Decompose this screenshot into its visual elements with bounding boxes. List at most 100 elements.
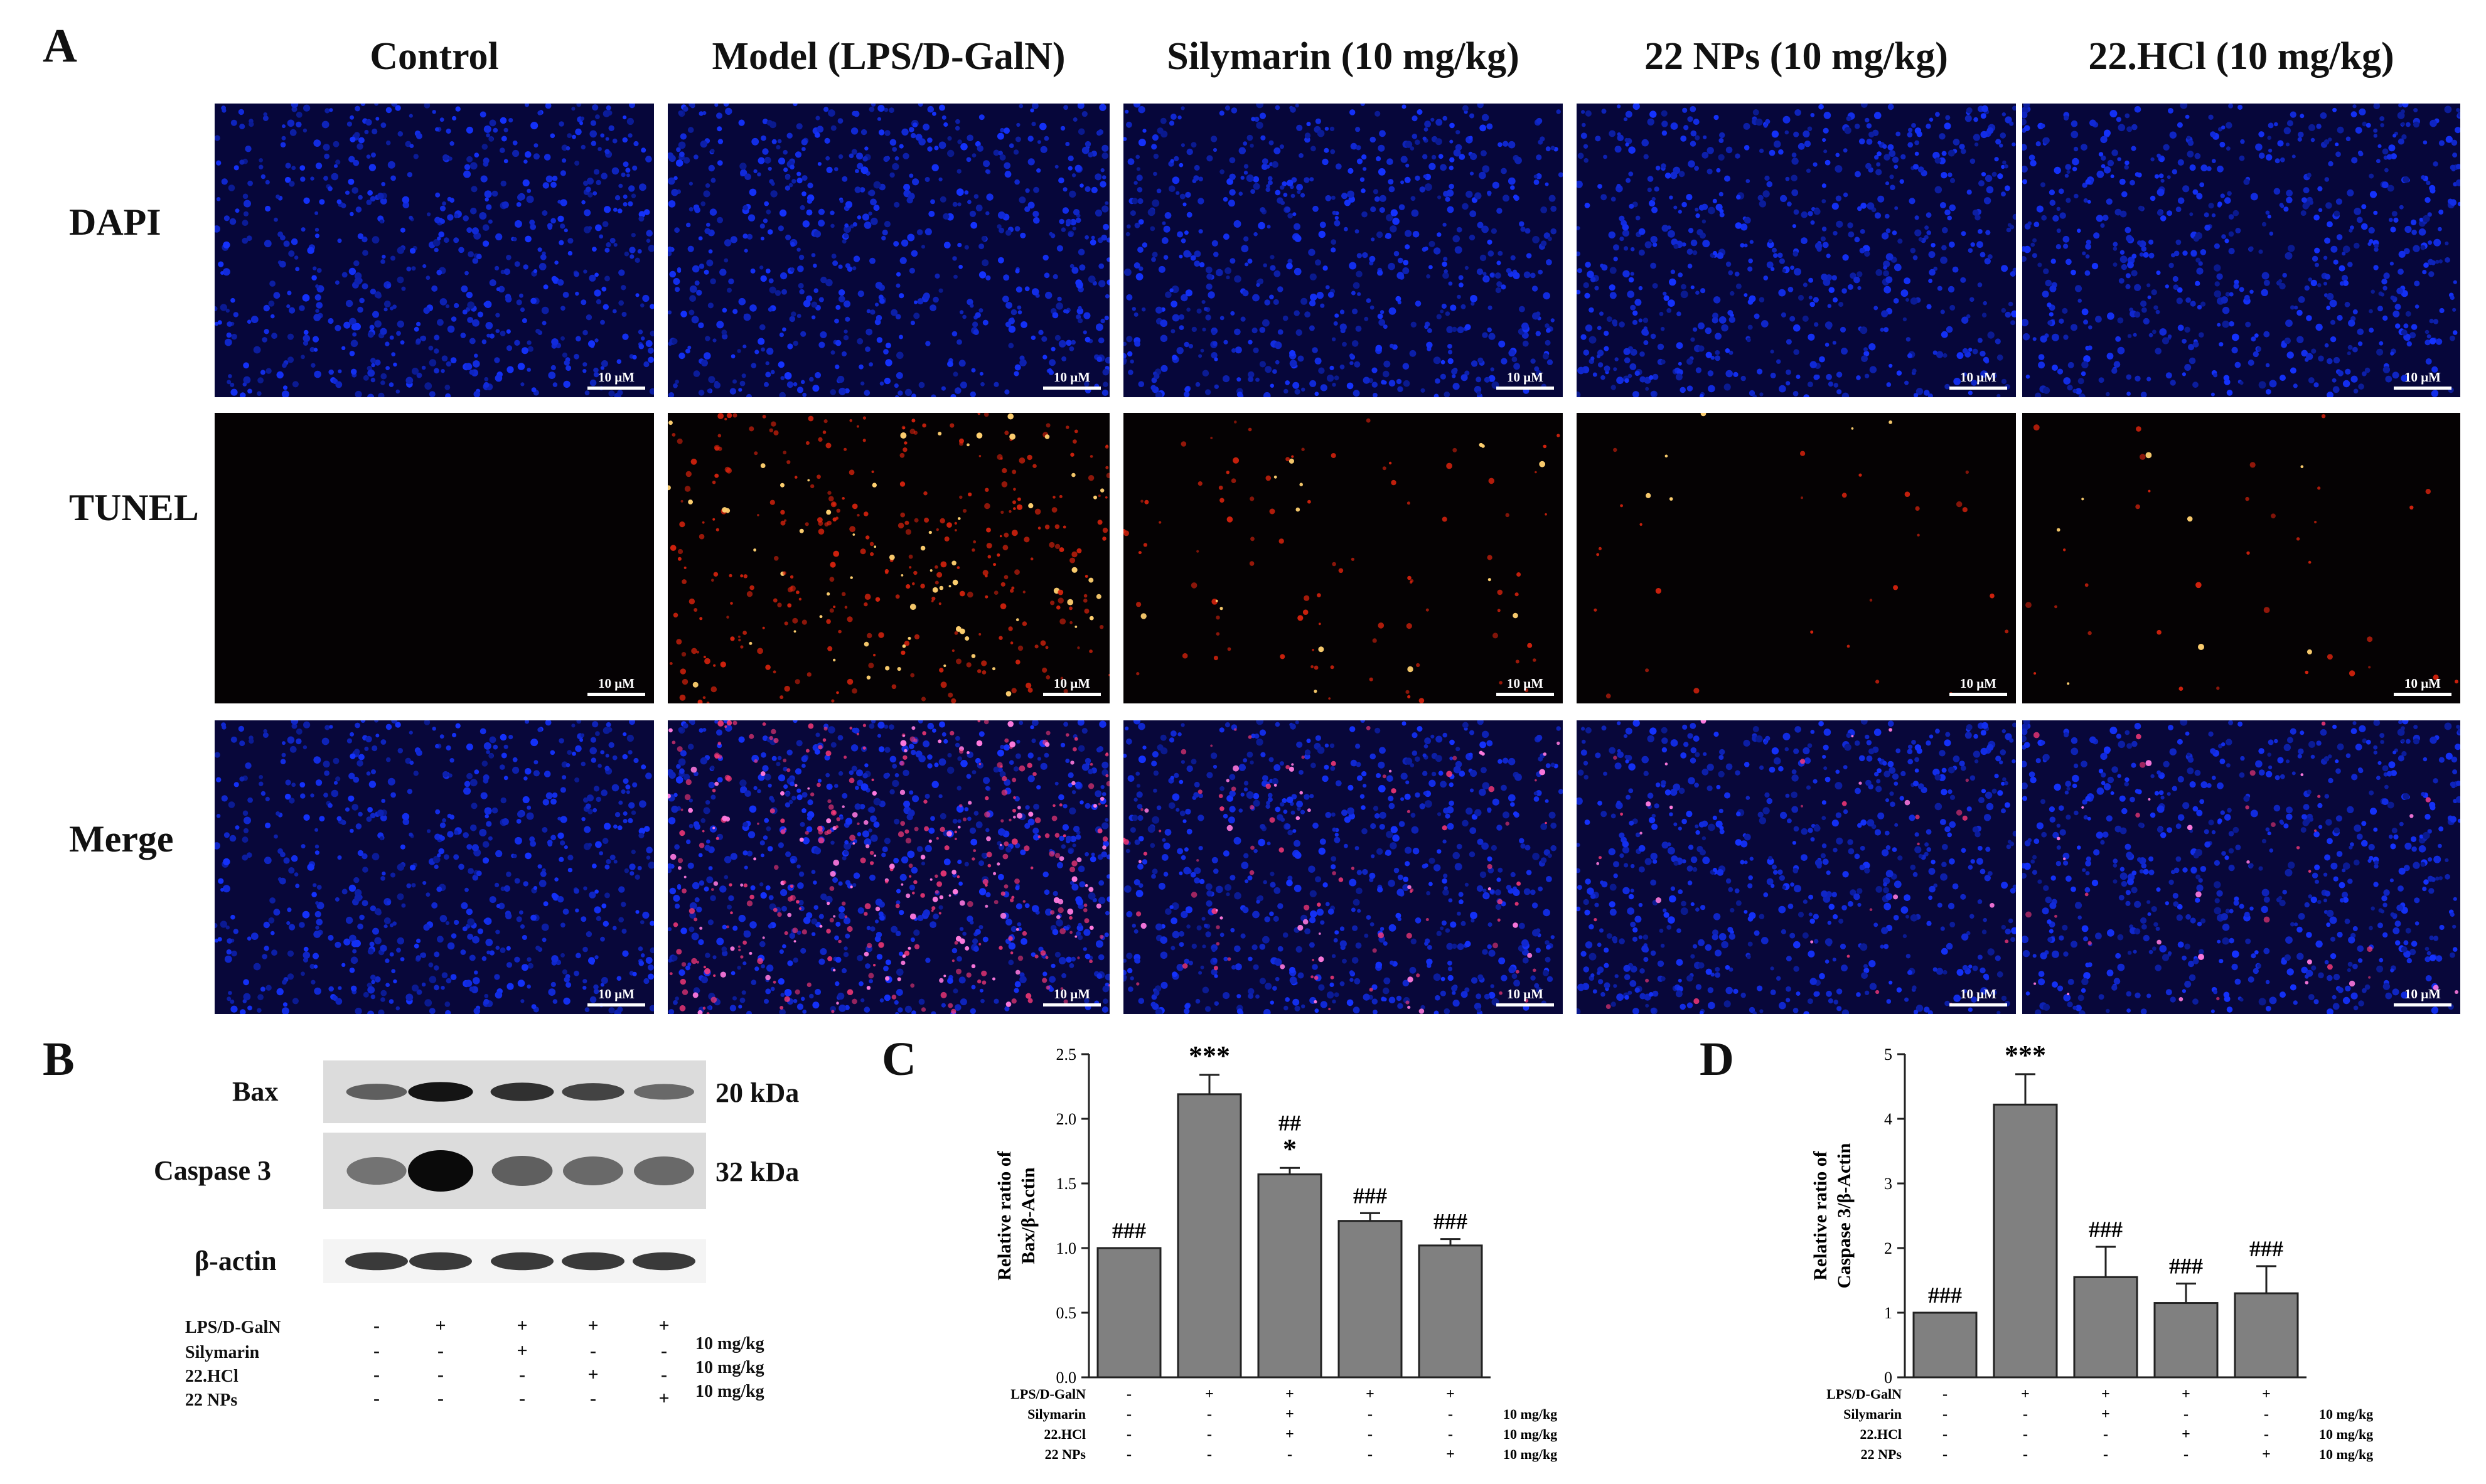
- bar: [1257, 1173, 1322, 1379]
- micrograph-merge-22-hcl-10-mg-kg: 10 μM: [2022, 720, 2460, 1014]
- micrograph-tunel-model-lps-d-galn: 10 μM: [668, 413, 1110, 703]
- condition-sign: +: [1205, 1386, 1214, 1402]
- condition-dose: 10 mg/kg: [2319, 1406, 2373, 1422]
- blot-band: [346, 1084, 407, 1100]
- condition-sign: +: [2021, 1386, 2030, 1402]
- scale-bar-label: 10 μM: [1054, 676, 1090, 691]
- blot-band: [409, 1252, 472, 1271]
- scale-bar-label: 10 μM: [2404, 370, 2441, 385]
- condition-sign: -: [2183, 1446, 2189, 1463]
- condition-sign: -: [2264, 1426, 2269, 1443]
- scale-bar: 10 μM: [1496, 676, 1554, 696]
- blot-band: [345, 1252, 408, 1271]
- condition-sign: -: [1448, 1406, 1453, 1423]
- scale-bar-line: [1949, 1003, 2007, 1006]
- micrograph-dapi-22-hcl-10-mg-kg: 10 μM: [2022, 104, 2460, 397]
- condition-sign: -: [437, 1364, 444, 1385]
- condition-dose: 10 mg/kg: [695, 1358, 764, 1377]
- micrograph-tunel-control: 10 μM: [215, 413, 654, 703]
- y-axis-label: Relative ratio of: [994, 1150, 1015, 1281]
- condition-sign: -: [1127, 1446, 1132, 1463]
- scale-bar: 10 μM: [1043, 370, 1101, 390]
- condition-dose: 10 mg/kg: [1503, 1406, 1557, 1422]
- significance-label: ***: [2005, 1040, 2046, 1070]
- condition-sign: +: [2182, 1386, 2190, 1402]
- blot-band: [408, 1082, 473, 1102]
- condition-label-22-hcl: 22.HCl: [185, 1367, 238, 1386]
- condition-sign: -: [590, 1340, 596, 1361]
- micrograph-merge-control: 10 μM: [215, 720, 654, 1014]
- scale-bar-label: 10 μM: [1054, 986, 1090, 1001]
- condition-sign: +: [587, 1364, 599, 1385]
- scale-bar-label: 10 μM: [1960, 370, 1996, 385]
- blot-label-caspase-3: Caspase 3: [154, 1155, 272, 1186]
- condition-sign: +: [435, 1315, 446, 1336]
- scale-bar-label: 10 μM: [1960, 676, 1996, 691]
- scale-bar-label: 10 μM: [598, 676, 635, 691]
- scale-bar-line: [1949, 693, 2007, 696]
- scale-bar: 10 μM: [1949, 676, 2007, 696]
- panel-label-d: D: [1700, 1033, 1734, 1086]
- condition-sign: +: [658, 1388, 670, 1409]
- y-tick-label: 3: [1884, 1175, 1892, 1193]
- micrograph-tunel-22-nps-10-mg-kg: 10 μM: [1577, 413, 2016, 703]
- row-label-merge: Merge: [69, 818, 174, 860]
- scale-bar: 10 μM: [587, 986, 645, 1006]
- significance-label: ###: [2089, 1217, 2123, 1242]
- panel-label-c: C: [882, 1033, 916, 1086]
- scale-bar: 10 μM: [1496, 986, 1554, 1006]
- condition-sign: -: [373, 1364, 380, 1385]
- micrograph-dapi-silymarin-10-mg-kg: 10 μM: [1123, 104, 1563, 397]
- row-label-tunel: TUNEL: [69, 487, 199, 528]
- scale-bar-label: 10 μM: [2404, 676, 2441, 691]
- scale-bar: 10 μM: [587, 676, 645, 696]
- condition-label-22-nps: 22 NPs: [185, 1391, 238, 1410]
- chart-bax: 0.0 0.5 1.0 1.5 2.0 2.5 Relative ratio of Bax/β…: [994, 1040, 1557, 1463]
- scale-bar-line: [587, 693, 645, 696]
- condition-sign: +: [1285, 1426, 1294, 1443]
- condition-label: Silymarin: [1027, 1406, 1086, 1422]
- condition-label: 22.HCl: [1044, 1426, 1086, 1442]
- micrograph-dapi-22-nps-10-mg-kg: 10 μM: [1577, 104, 2016, 397]
- significance-label: ***: [1189, 1040, 1230, 1071]
- condition-sign: -: [1207, 1446, 1212, 1463]
- scale-bar-line: [2394, 693, 2451, 696]
- blot-band: [491, 1156, 553, 1186]
- bar: [1096, 1247, 1162, 1379]
- scale-bar-line: [1043, 1003, 1101, 1006]
- scale-bar-line: [1949, 387, 2007, 390]
- scale-bar: 10 μM: [1949, 986, 2007, 1006]
- panel-label-b: B: [43, 1033, 75, 1086]
- condition-sign: -: [519, 1388, 525, 1409]
- blot-band: [634, 1156, 694, 1185]
- blot-kda-bax: 20 kDa: [715, 1077, 800, 1108]
- blot-band: [633, 1252, 695, 1271]
- significance-label: ###: [1112, 1218, 1146, 1243]
- condition-sign: -: [661, 1340, 667, 1361]
- micrograph-tunel-22-hcl-10-mg-kg: 10 μM: [2022, 413, 2460, 703]
- condition-dose: 10 mg/kg: [1503, 1446, 1557, 1462]
- blot-band: [491, 1252, 554, 1271]
- condition-dose: 10 mg/kg: [1503, 1426, 1557, 1442]
- significance-label: ###: [1928, 1283, 1962, 1308]
- condition-sign: -: [373, 1388, 380, 1409]
- bar: [1912, 1311, 1978, 1379]
- bar: [1337, 1220, 1403, 1379]
- scale-bar: 10 μM: [2394, 370, 2451, 390]
- blot-strip-bax: [323, 1060, 706, 1123]
- bar: [2073, 1276, 2138, 1379]
- condition-sign: +: [587, 1315, 599, 1336]
- condition-label: 22 NPs: [1045, 1446, 1086, 1462]
- condition-sign: -: [373, 1340, 380, 1361]
- condition-sign: -: [519, 1364, 525, 1385]
- condition-sign: -: [1127, 1426, 1132, 1443]
- condition-sign: -: [1368, 1446, 1373, 1463]
- micrograph-tunel-silymarin-10-mg-kg: 10 μM: [1123, 413, 1563, 703]
- y-tick-label: 0.0: [1056, 1369, 1077, 1387]
- scale-bar-label: 10 μM: [1960, 986, 1996, 1001]
- condition-sign: -: [437, 1340, 444, 1361]
- y-axis-label: Relative ratio of: [1810, 1150, 1831, 1281]
- blot-band: [634, 1084, 694, 1100]
- scale-bar-label: 10 μM: [2404, 986, 2441, 1001]
- condition-sign: -: [2264, 1406, 2269, 1423]
